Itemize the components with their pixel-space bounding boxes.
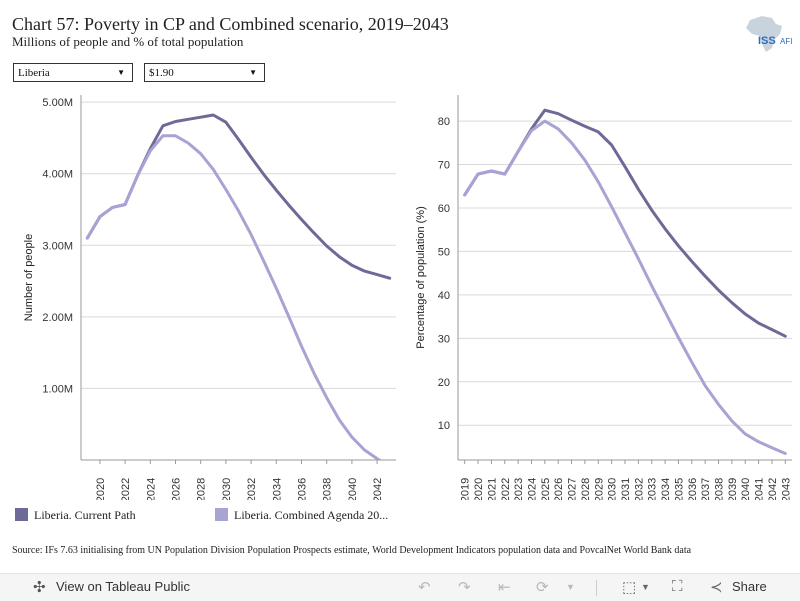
logo-text-2: AFI <box>780 37 792 46</box>
y-tick-label: 10 <box>438 420 450 432</box>
country-dropdown-value: Liberia <box>18 67 50 79</box>
page-title: Chart 57: Poverty in CP and Combined sce… <box>12 14 449 34</box>
x-tick-label: 2032 <box>633 478 645 500</box>
x-tick-label: 2039 <box>727 478 739 500</box>
x-tick-label: 2033 <box>647 478 659 500</box>
x-tick-label: 2028 <box>580 478 592 500</box>
legend-label-current-path: Liberia. Current Path <box>34 508 136 522</box>
y-tick-label: 50 <box>438 246 450 258</box>
x-tick-label: 2036 <box>297 478 309 500</box>
x-tick-label: 2034 <box>271 478 283 500</box>
x-tick-label: 2030 <box>221 478 233 500</box>
threshold-dropdown[interactable]: $1.90 ▼ <box>144 63 265 82</box>
y-axis-title: Percentage of population (%) <box>415 206 427 348</box>
share-icon[interactable]: ≺ <box>710 579 723 596</box>
y-tick-label: 2.00M <box>42 312 73 324</box>
y-axis-title: Number of people <box>23 234 35 321</box>
x-tick-label: 2020 <box>473 478 485 500</box>
country-dropdown[interactable]: Liberia ▼ <box>13 63 133 82</box>
source-note: Source: IFs 7.63 initialising from UN Po… <box>12 545 692 556</box>
undo-icon[interactable]: ↶ <box>418 579 431 596</box>
y-tick-label: 40 <box>438 290 450 302</box>
legend-swatch-current-path <box>15 508 28 521</box>
y-tick-label: 70 <box>438 160 450 172</box>
download-dropdown-icon[interactable]: ▼ <box>641 582 650 592</box>
x-tick-label: 2019 <box>460 478 472 500</box>
x-tick-label: 2031 <box>620 478 632 500</box>
x-tick-label: 2021 <box>486 478 498 500</box>
x-tick-label: 2029 <box>593 478 605 500</box>
y-tick-label: 3.00M <box>42 240 73 252</box>
x-tick-label: 2024 <box>145 478 157 500</box>
series-line-current-path <box>85 113 392 280</box>
x-tick-label: 2026 <box>553 478 565 500</box>
y-tick-label: 1.00M <box>42 383 73 395</box>
x-tick-label: 2026 <box>171 478 183 500</box>
y-tick-label: 30 <box>438 333 450 345</box>
logo-text: ISS <box>758 35 776 47</box>
iss-africa-logo: ISS AFI <box>746 16 792 52</box>
x-tick-label: 2038 <box>714 478 726 500</box>
x-tick-label: 2030 <box>607 478 619 500</box>
series-line-current-path <box>463 108 787 338</box>
x-tick-label: 2034 <box>660 478 672 500</box>
series-line-combined-agenda <box>463 119 787 455</box>
x-tick-label: 2032 <box>246 478 258 500</box>
toolbar-divider <box>596 580 597 596</box>
legend-label-combined-agenda: Liberia. Combined Agenda 20... <box>234 508 389 522</box>
x-tick-label: 2035 <box>673 478 685 500</box>
x-tick-label: 2020 <box>95 478 107 500</box>
y-tick-label: 60 <box>438 203 450 215</box>
y-tick-label: 20 <box>438 377 450 389</box>
redo-icon[interactable]: ↷ <box>458 579 471 596</box>
x-tick-label: 2037 <box>700 478 712 500</box>
tableau-logo-icon: ✣ <box>33 579 46 596</box>
x-tick-label: 2042 <box>372 478 384 500</box>
africa-map-icon <box>746 16 782 52</box>
x-tick-label: 2041 <box>754 478 766 500</box>
legend-item-combined-agenda[interactable]: Liberia. Combined Agenda 20... <box>215 508 388 528</box>
y-tick-label: 4.00M <box>42 169 73 181</box>
share-button[interactable]: Share <box>732 579 767 594</box>
revert-icon[interactable]: ⇤ <box>498 579 511 596</box>
series-line-combined-agenda <box>85 134 383 460</box>
dropdown-arrow-icon: ▼ <box>249 68 257 77</box>
x-tick-label: 2022 <box>500 478 512 500</box>
x-tick-label: 2043 <box>780 478 792 500</box>
dropdown-arrow-icon: ▼ <box>117 68 125 77</box>
x-tick-label: 2040 <box>347 478 359 500</box>
tableau-toolbar: ✣ View on Tableau Public ↶ ↷ ⇤ ⟳ ▼ ⬚ ▼ ⛶… <box>0 573 800 601</box>
x-tick-label: 2028 <box>196 478 208 500</box>
x-tick-label: 2022 <box>120 478 132 500</box>
legend-item-current-path[interactable]: Liberia. Current Path <box>15 508 136 528</box>
x-tick-label: 2027 <box>567 478 579 500</box>
x-tick-label: 2042 <box>767 478 779 500</box>
x-tick-label: 2025 <box>540 478 552 500</box>
view-on-tableau-link[interactable]: View on Tableau Public <box>56 579 190 594</box>
x-tick-label: 2038 <box>322 478 334 500</box>
download-icon[interactable]: ⬚ <box>622 579 637 596</box>
threshold-dropdown-value: $1.90 <box>149 67 174 79</box>
refresh-dropdown-icon[interactable]: ▼ <box>566 582 575 592</box>
x-tick-label: 2023 <box>513 478 525 500</box>
legend-swatch-combined-agenda <box>215 508 228 521</box>
fullscreen-icon[interactable]: ⛶ <box>672 578 683 595</box>
refresh-icon[interactable]: ⟳ <box>536 579 549 596</box>
y-tick-label: 5.00M <box>42 97 73 109</box>
y-tick-label: 80 <box>438 116 450 128</box>
page-subtitle: Millions of people and % of total popula… <box>12 34 244 49</box>
x-tick-label: 2024 <box>526 478 538 500</box>
x-tick-label: 2036 <box>687 478 699 500</box>
x-tick-label: 2040 <box>740 478 752 500</box>
